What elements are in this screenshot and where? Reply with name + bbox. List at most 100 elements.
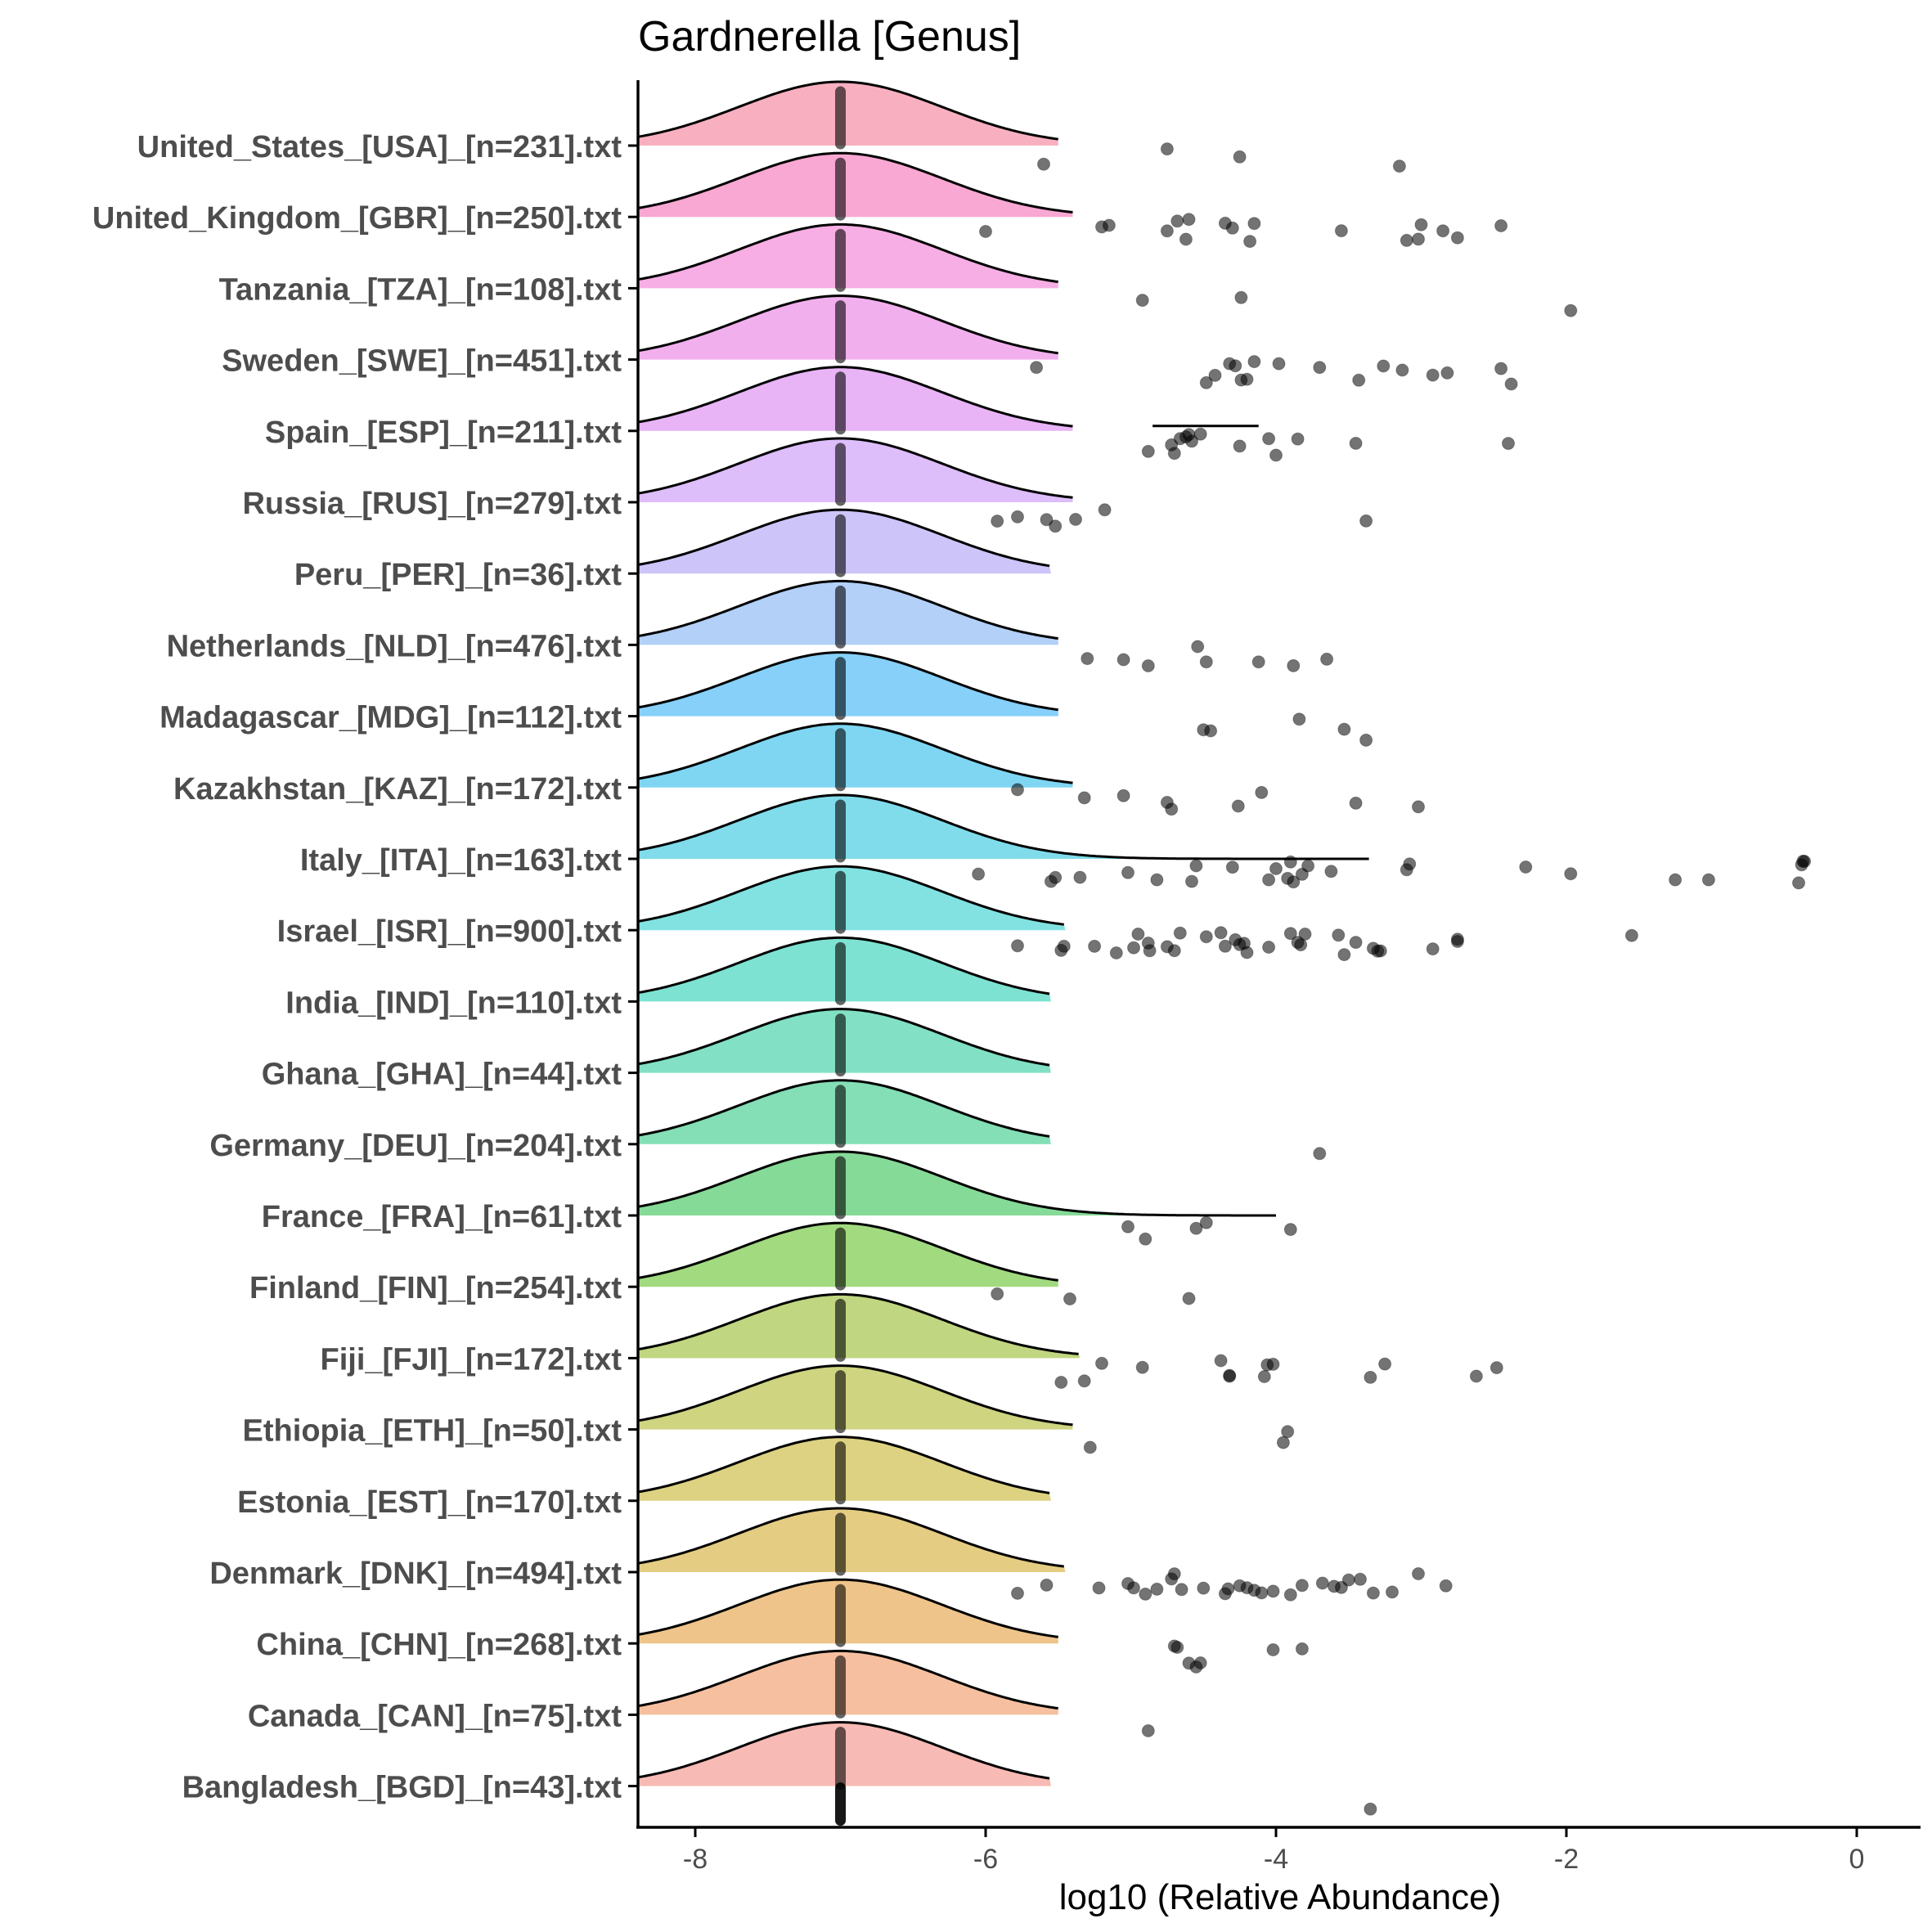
data-point (1519, 860, 1533, 874)
ridge-fill-1 (637, 153, 1073, 218)
data-point (1366, 1586, 1380, 1600)
ridge-outline-23 (636, 1721, 1050, 1780)
data-point (1073, 870, 1087, 884)
ridge-fill-18 (637, 1365, 1073, 1430)
y-tick-label: Canada_[CAN]_[n=75].txt (248, 1699, 622, 1733)
data-point (1218, 939, 1232, 953)
data-point (1165, 802, 1179, 816)
y-tick-label: Madagascar_[MDG]_[n=112].txt (160, 701, 622, 735)
ridge-outline-8 (636, 651, 1058, 712)
data-point (1364, 1370, 1377, 1384)
ridge-outline-9 (636, 722, 1073, 784)
ridge-outline-12 (636, 936, 1050, 995)
data-point (1287, 658, 1301, 672)
data-point (1204, 724, 1218, 738)
data-point (1792, 876, 1805, 890)
ridge-outline-5 (636, 437, 1073, 499)
ridge-outline-7 (636, 579, 1058, 640)
data-point (1313, 1147, 1327, 1161)
data-point (1298, 928, 1312, 941)
y-tick-label: United_Kingdom_[GBR]_[n=250].txt (92, 201, 622, 236)
data-point (1191, 640, 1205, 654)
data-point (1083, 1440, 1097, 1454)
data-point (1262, 873, 1276, 887)
y-tick-label: Sweden_[SWE]_[n=451].txt (222, 344, 622, 379)
data-point (1127, 1581, 1140, 1595)
data-point (1182, 213, 1196, 227)
y-tick-label: Ethiopia_[ETH]_[n=50].txt (243, 1414, 622, 1449)
data-point (1283, 1223, 1297, 1237)
ridge-fill-22 (637, 1651, 1058, 1715)
data-point (1141, 659, 1155, 672)
data-point (1095, 1356, 1108, 1370)
data-point (1269, 448, 1283, 462)
data-point (1193, 1656, 1207, 1669)
data-point (1295, 1579, 1309, 1593)
x-axis-title: log10 (Relative Abundance) (1059, 1877, 1502, 1917)
data-point (1011, 783, 1024, 797)
data-point (1262, 432, 1276, 446)
data-point (1102, 218, 1116, 232)
y-tick-label: Germany_[DEU]_[n=204].txt (209, 1129, 622, 1163)
data-point (1143, 944, 1157, 958)
data-point (1092, 1581, 1106, 1595)
ridge-outline-4 (636, 366, 1073, 428)
ridge-outline-13 (636, 1008, 1050, 1067)
data-point (1189, 859, 1203, 873)
data-point (1247, 217, 1261, 231)
y-tick-label: France_[FRA]_[n=61].txt (262, 1200, 622, 1234)
data-point (1167, 944, 1181, 958)
data-point (1436, 224, 1450, 238)
ridge-outline-15 (636, 1150, 1276, 1217)
y-tick-label: Israel_[ISR]_[n=900].txt (277, 914, 622, 949)
data-point (1349, 437, 1363, 450)
data-point (1426, 368, 1440, 382)
y-tick-label: Peru_[PER]_[n=36].txt (294, 558, 622, 592)
data-point (991, 1287, 1004, 1301)
data-point (1494, 219, 1508, 232)
data-point (1262, 941, 1276, 954)
y-tick-label: Fiji_[FJI]_[n=172].txt (321, 1342, 622, 1377)
data-point (1141, 1724, 1155, 1737)
data-point (979, 225, 992, 238)
data-point (1450, 935, 1464, 948)
data-point (1337, 948, 1351, 962)
data-point (1214, 1354, 1228, 1368)
ridge-outline-22 (636, 1649, 1058, 1710)
data-point (1240, 372, 1254, 386)
data-point (1257, 1370, 1271, 1383)
x-tick-label: 0 (1849, 1844, 1865, 1875)
data-point (1450, 231, 1464, 245)
data-point (1117, 653, 1130, 667)
data-point (1199, 1215, 1213, 1229)
ridge-outline-2 (636, 222, 1058, 283)
x-tick-label: -4 (1264, 1844, 1288, 1875)
data-point (1011, 1586, 1024, 1600)
data-point (1392, 160, 1406, 173)
data-point (1395, 363, 1409, 377)
ridge-fill-8 (637, 652, 1058, 717)
data-point (1121, 1220, 1134, 1233)
data-point (1378, 1357, 1392, 1371)
data-point (1266, 1643, 1280, 1656)
data-point (1403, 857, 1417, 871)
data-point (972, 867, 986, 881)
data-point (1334, 224, 1348, 238)
data-point (1121, 865, 1134, 879)
y-tick-label: Ghana_[GHA]_[n=44].txt (262, 1058, 622, 1092)
data-point (1214, 926, 1228, 940)
y-tick-label: Italy_[ITA]_[n=163].txt (300, 843, 622, 878)
data-point (1283, 927, 1297, 941)
data-point (1185, 434, 1198, 448)
data-point (1049, 519, 1063, 533)
data-point (1255, 785, 1269, 799)
ridge-outline-19 (636, 1436, 1050, 1494)
data-point (1011, 510, 1024, 523)
data-point (1131, 928, 1145, 941)
data-point (1295, 1642, 1309, 1656)
ridge-fill-2 (637, 224, 1058, 289)
data-point (1315, 1576, 1329, 1590)
data-point (1223, 1369, 1237, 1383)
y-tick-label: Kazakhstan_[KAZ]_[n=172].txt (173, 772, 622, 806)
data-point (1494, 362, 1508, 375)
